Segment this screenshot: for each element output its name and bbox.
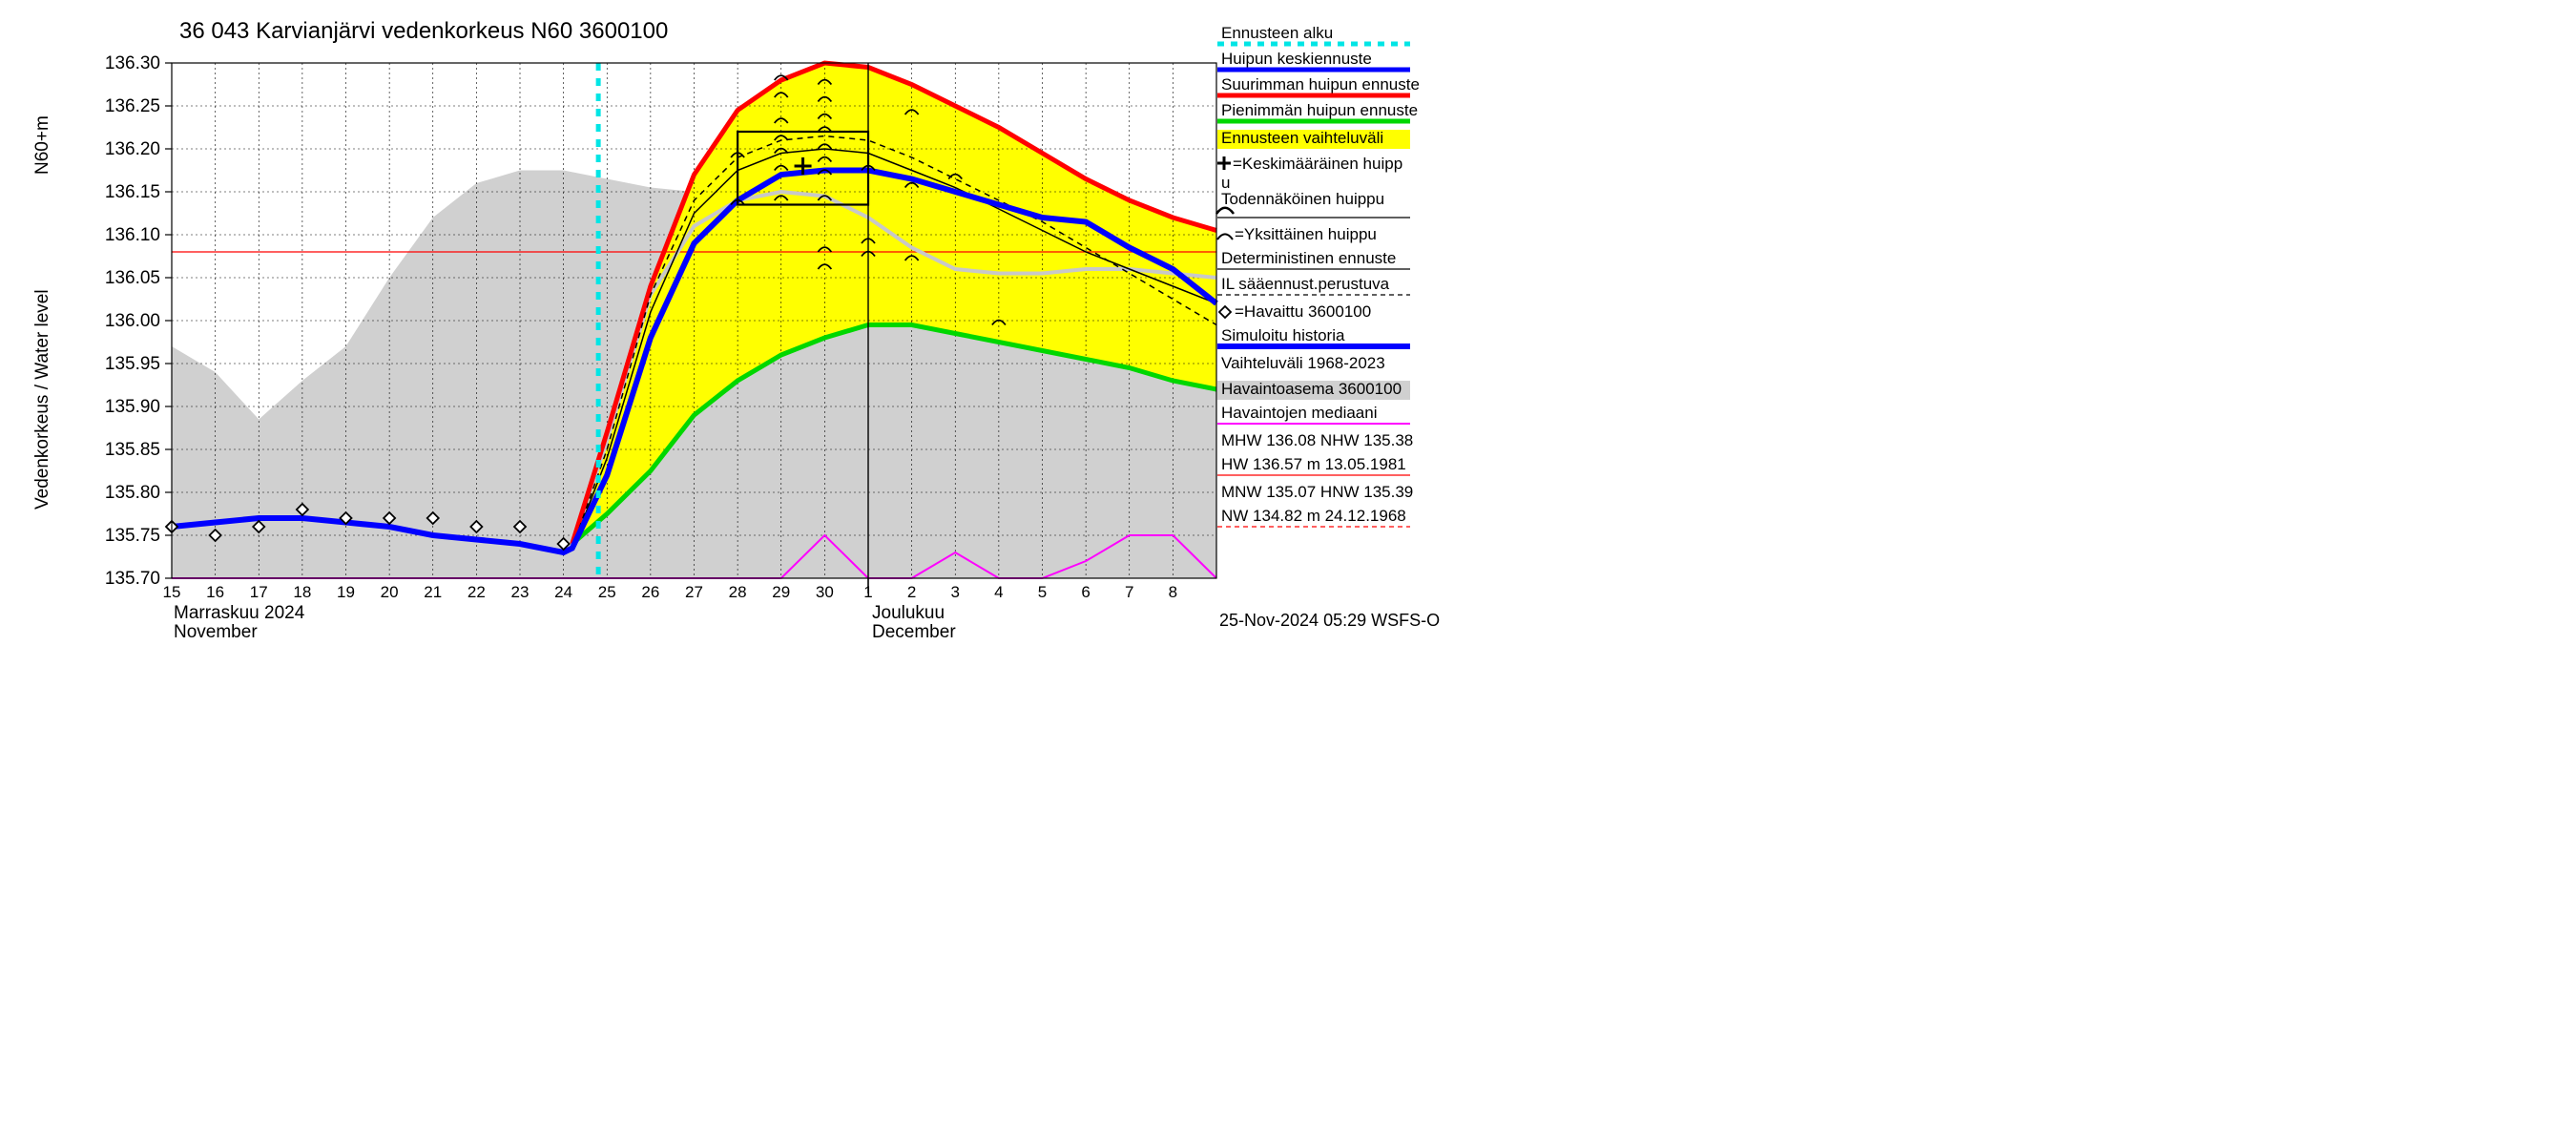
xtick-label: 15 xyxy=(163,583,181,601)
yaxis-label: Vedenkorkeus / Water level xyxy=(32,289,52,510)
ytick-label: 136.25 xyxy=(105,96,160,116)
legend-label: =Yksittäinen huippu xyxy=(1235,225,1377,243)
xtick-label: 16 xyxy=(206,583,224,601)
legend-label: Simuloitu historia xyxy=(1221,326,1345,344)
legend-label: =Havaittu 3600100 xyxy=(1235,302,1371,321)
xtick-label: 4 xyxy=(994,583,1003,601)
xtick-label: 29 xyxy=(772,583,790,601)
xtick-label: 25 xyxy=(598,583,616,601)
legend-label: NW 134.82 m 24.12.1968 xyxy=(1221,507,1406,525)
legend-label: MHW 136.08 NHW 135.38 xyxy=(1221,431,1413,449)
legend-label: =Keskimääräinen huipp xyxy=(1233,155,1402,173)
legend-label: Vaihteluväli 1968-2023 xyxy=(1221,354,1385,372)
xtick-label: 22 xyxy=(467,583,486,601)
xtick-label: 21 xyxy=(424,583,442,601)
legend-label: IL sääennust.perustuva xyxy=(1221,275,1390,293)
legend-label: Ennusteen alku xyxy=(1221,24,1333,42)
legend-label: Todennäköinen huippu xyxy=(1221,190,1384,208)
ytick-label: 136.00 xyxy=(105,311,160,331)
legend-label: Ennusteen vaihteluväli xyxy=(1221,129,1383,147)
ytick-label: 135.85 xyxy=(105,440,160,460)
month-label-en: November xyxy=(174,622,258,641)
legend-label: Huipun keskiennuste xyxy=(1221,50,1372,68)
chart-title: 36 043 Karvianjärvi vedenkorkeus N60 360… xyxy=(179,18,668,44)
ytick-label: 136.10 xyxy=(105,225,160,245)
legend-label: Havaintoasema 3600100 xyxy=(1221,380,1402,398)
legend-arc-icon xyxy=(1217,234,1233,239)
xtick-label: 2 xyxy=(907,583,916,601)
xtick-label: 28 xyxy=(729,583,747,601)
month2-label-fi: Joulukuu xyxy=(872,603,945,623)
xtick-label: 3 xyxy=(951,583,960,601)
ytick-label: 136.30 xyxy=(105,53,160,73)
ytick-label: 136.05 xyxy=(105,268,160,288)
ytick-label: 136.20 xyxy=(105,139,160,159)
ytick-label: 135.90 xyxy=(105,397,160,417)
xtick-label: 20 xyxy=(381,583,399,601)
xtick-label: 5 xyxy=(1038,583,1047,601)
legend-label: MNW 135.07 HNW 135.39 xyxy=(1221,483,1413,501)
legend-label: Deterministinen ennuste xyxy=(1221,249,1396,267)
xtick-label: 30 xyxy=(816,583,834,601)
month-label-fi: Marraskuu 2024 xyxy=(174,603,305,623)
ytick-label: 135.70 xyxy=(105,569,160,589)
legend-label: Havaintojen mediaani xyxy=(1221,404,1378,422)
xtick-label: 7 xyxy=(1125,583,1133,601)
legend-label: Suurimman huipun ennuste xyxy=(1221,75,1420,94)
legend-label: HW 136.57 m 13.05.1981 xyxy=(1221,455,1406,473)
ytick-label: 135.95 xyxy=(105,354,160,374)
xtick-label: 1 xyxy=(863,583,872,601)
xtick-label: 19 xyxy=(337,583,355,601)
ytick-label: 135.75 xyxy=(105,526,160,546)
xtick-label: 17 xyxy=(250,583,268,601)
xtick-label: 24 xyxy=(554,583,572,601)
ytick-label: 135.80 xyxy=(105,483,160,503)
yaxis-unit: N60+m xyxy=(32,115,52,175)
xtick-label: 23 xyxy=(511,583,530,601)
xtick-label: 8 xyxy=(1169,583,1177,601)
xtick-label: 18 xyxy=(293,583,311,601)
legend-diamond-icon xyxy=(1219,306,1231,318)
xtick-label: 26 xyxy=(641,583,659,601)
legend-label: Pienimmän huipun ennuste xyxy=(1221,101,1418,119)
xtick-label: 6 xyxy=(1081,583,1090,601)
ytick-label: 136.15 xyxy=(105,182,160,202)
xtick-label: 27 xyxy=(685,583,703,601)
month2-label-en: December xyxy=(872,622,956,641)
footer-timestamp: 25-Nov-2024 05:29 WSFS-O xyxy=(1219,611,1440,630)
legend-arc-icon xyxy=(1216,208,1234,214)
